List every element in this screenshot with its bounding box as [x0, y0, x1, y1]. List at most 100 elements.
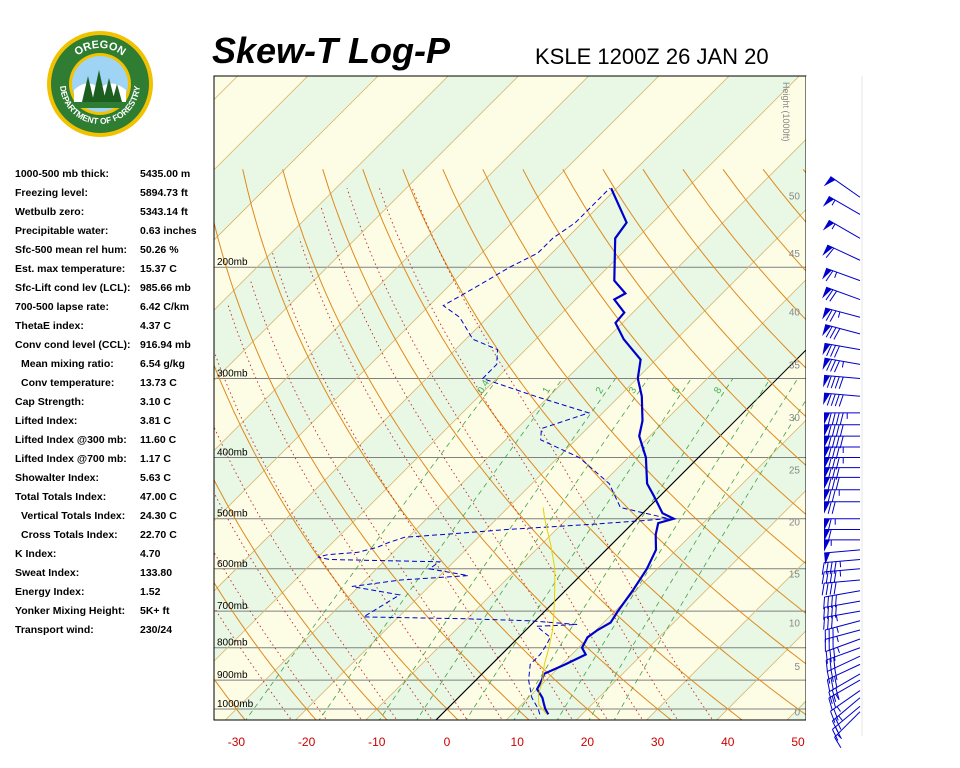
- height-tick-label: 0: [794, 708, 800, 719]
- wind-barb-column: [806, 76, 862, 736]
- wind-barb: [824, 435, 860, 449]
- wind-barb-staff: [824, 600, 861, 608]
- wind-barb-flag: [824, 529, 830, 542]
- wind-barb-feather: [825, 270, 834, 282]
- isotherm-line: [214, 76, 449, 311]
- index-label: Conv temperature:: [21, 377, 115, 389]
- index-label: ThetaE index:: [15, 320, 84, 332]
- wind-barb-flag: [824, 467, 830, 480]
- index-value: 24.30 C: [140, 510, 177, 522]
- wind-barb: [826, 655, 861, 684]
- wind-barb-feather: [826, 375, 832, 388]
- wind-barb-flag: [822, 245, 833, 256]
- mixing-ratio-line: [245, 378, 499, 720]
- wind-barb: [822, 286, 861, 302]
- wind-barb-feather: [827, 424, 832, 437]
- wind-barb-half-feather: [834, 271, 838, 278]
- wind-barb-feather: [834, 676, 838, 689]
- dry-adiabat: [402, 169, 806, 665]
- wind-barb-feather: [825, 660, 828, 673]
- wind-barb-feather: [835, 424, 840, 437]
- isotherm-line: [214, 76, 590, 452]
- wind-barb-flag: [824, 424, 830, 437]
- wind-barb-half-feather: [836, 647, 840, 654]
- wind-barb-feather: [830, 669, 834, 682]
- moist-adiabat: [378, 188, 679, 720]
- wind-barb-feather: [835, 435, 840, 449]
- station-time-title: KSLE 1200Z 26 JAN 20: [535, 44, 769, 69]
- index-label: Mean mixing ratio:: [21, 358, 114, 370]
- wind-barb-feather: [821, 571, 825, 585]
- temperature-tick-label: 40: [721, 735, 735, 749]
- index-value: 5894.73 ft: [140, 187, 188, 199]
- pressure-label: 900mb: [217, 670, 248, 681]
- dry-adiabat: [214, 478, 388, 720]
- svg-text:OREGON: OREGON: [72, 39, 127, 59]
- index-label: 700-500 lapse rate:: [15, 301, 109, 313]
- index-label: Sweat Index:: [15, 567, 80, 579]
- wind-barb-feather: [827, 616, 829, 630]
- dry-adiabat: [883, 169, 960, 735]
- height-tick-label: 10: [789, 619, 801, 630]
- isotherm-line: [646, 560, 806, 720]
- wind-barb-feather: [831, 615, 833, 629]
- wind-barb-feather: [825, 651, 828, 664]
- index-label: Yonker Mixing Height:: [15, 605, 126, 617]
- reference-line: [435, 450, 706, 720]
- wind-barb-flag: [824, 477, 830, 490]
- wind-barb-flag: [824, 446, 830, 459]
- wind-barb: [824, 456, 860, 470]
- mixing-ratio-label: 1: [541, 385, 554, 396]
- pressure-label: 500mb: [217, 509, 248, 520]
- isotherm-line: [224, 138, 806, 720]
- wind-barb-feather: [833, 570, 837, 584]
- wind-barb-feather: [835, 477, 840, 490]
- index-label: Freezing level:: [15, 187, 88, 199]
- wind-barb-feather: [833, 708, 839, 721]
- index-value: 4.37 C: [140, 320, 171, 332]
- wind-barb-flag: [822, 324, 832, 337]
- wind-barb-feather: [826, 393, 832, 406]
- wind-barb-flag: [824, 501, 830, 514]
- wind-barb-feather: [827, 435, 832, 449]
- wind-barb-feather: [827, 477, 832, 490]
- wind-barb-feather: [826, 359, 833, 371]
- wind-barb-staff: [824, 590, 861, 598]
- mixing-ratio-label: 3: [627, 385, 640, 396]
- wind-barb-feather: [834, 345, 840, 358]
- wind-barb-staff: [824, 392, 861, 397]
- wind-barb-half-feather: [837, 311, 841, 318]
- moist-adiabat: [214, 425, 398, 720]
- oregon-department-of-forestry-logo: OREGON DEPARTMENT OF FORESTRY: [47, 31, 153, 137]
- wind-barb-feather: [825, 289, 834, 301]
- index-label: Transport wind:: [15, 624, 94, 636]
- wind-barb-feather: [823, 617, 826, 630]
- wind-barb-staff: [826, 638, 861, 652]
- index-label: Showalter Index:: [15, 472, 100, 484]
- wind-barb-feather: [827, 457, 832, 470]
- wind-barb-feather: [827, 489, 832, 502]
- wind-barb-feather: [838, 394, 844, 407]
- wind-barb-feather: [831, 477, 836, 490]
- height-tick-label: 30: [789, 413, 801, 424]
- wind-barb: [824, 412, 860, 425]
- index-label: Lifted Index @300 mb:: [15, 434, 127, 446]
- wind-barb-feather: [831, 689, 837, 702]
- pressure-label: 800mb: [217, 638, 248, 649]
- wind-barb-feather: [827, 596, 829, 609]
- height-tick-label: 5: [794, 662, 800, 673]
- isotherm-line: [295, 209, 806, 720]
- wind-barb-flag: [824, 518, 830, 531]
- wind-barb: [824, 476, 860, 490]
- wind-barb-flag: [823, 375, 831, 388]
- index-value: 4.70: [140, 548, 161, 560]
- wind-barb-flag: [824, 412, 830, 425]
- wind-barb-feather: [834, 736, 842, 749]
- index-value: 985.66 mb: [140, 282, 191, 294]
- wind-barb-half-feather: [831, 199, 836, 206]
- mixing-ratio-label: 8: [712, 385, 725, 396]
- wind-barb: [822, 244, 861, 261]
- dry-adiabat: [2, 169, 185, 735]
- temperature-tick-label: 0: [444, 735, 451, 749]
- wind-barb-feather: [830, 376, 836, 389]
